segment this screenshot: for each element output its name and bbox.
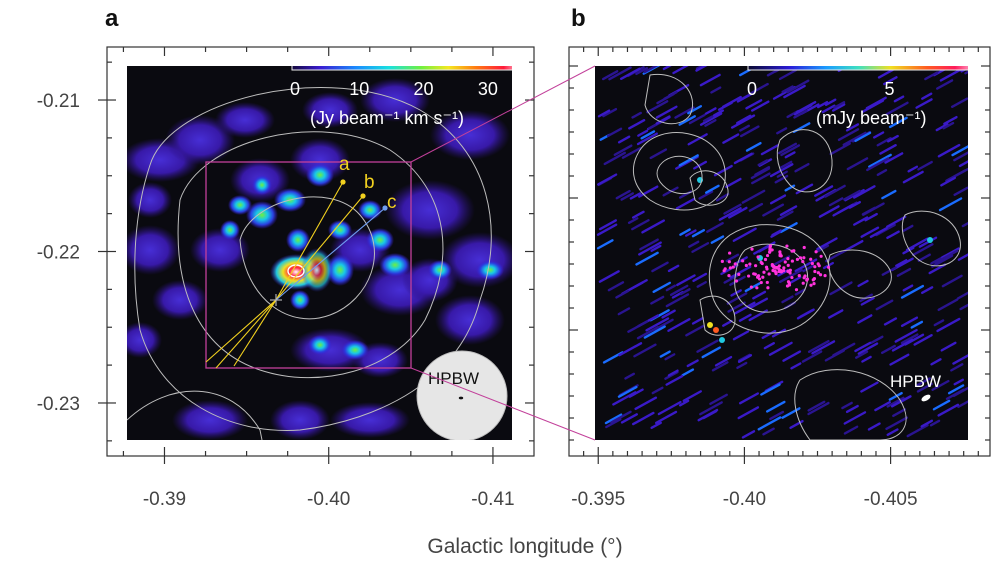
x-tick-label-b: -0.40 (723, 489, 766, 510)
panel-a-map: a b c HPBW (127, 66, 512, 440)
zoom-box (205, 161, 412, 369)
colorbar-b (747, 66, 968, 71)
x-tick-label-a: -0.39 (143, 489, 186, 510)
panel-b-letter: b (571, 5, 586, 32)
colorbar-b-tick-label: 5 (884, 79, 894, 99)
colorbar-a-tick-label: 10 (349, 79, 369, 99)
x-tick-label-a: -0.41 (471, 489, 514, 510)
colorbar-a-tick-label: 30 (478, 79, 498, 99)
colorbar-b-unit: (mJy beam⁻¹) (816, 108, 927, 128)
x-tick-label-b: -0.395 (571, 489, 625, 510)
colorbar-a (291, 66, 512, 71)
source-label-a: a (339, 154, 350, 175)
source-lines (205, 181, 386, 369)
beam-label-b: HPBW (890, 372, 941, 391)
beam-label-a: HPBW (428, 369, 479, 388)
beam-circle-a (416, 350, 508, 440)
y-tick-label-a: -0.22 (37, 243, 80, 264)
x-axis-label: Galactic longitude (°) (427, 535, 622, 558)
x-tick-label-a: -0.40 (307, 489, 350, 510)
source-label-c: c (387, 192, 397, 213)
colorbar-b-tick-label: 0 (747, 79, 757, 99)
y-tick-label-a: -0.23 (37, 394, 80, 415)
colorbar-a-tick-label: 20 (414, 79, 434, 99)
source-label-b: b (364, 172, 375, 193)
panel-a-letter: a (105, 5, 119, 32)
panel-b-contours (632, 73, 961, 440)
y-tick-label-a: -0.21 (37, 91, 80, 112)
x-tick-label-b: -0.405 (864, 489, 918, 510)
colorbar-a-tick-label: 0 (290, 79, 300, 99)
colorbar-a-unit: (Jy beam⁻¹ km s⁻¹) (310, 108, 464, 128)
panel-b-map: HPBW (595, 66, 968, 440)
beam-ellipse-b (921, 394, 931, 402)
zoom-connectors (410, 65, 596, 441)
panel-b-frame (568, 46, 991, 457)
